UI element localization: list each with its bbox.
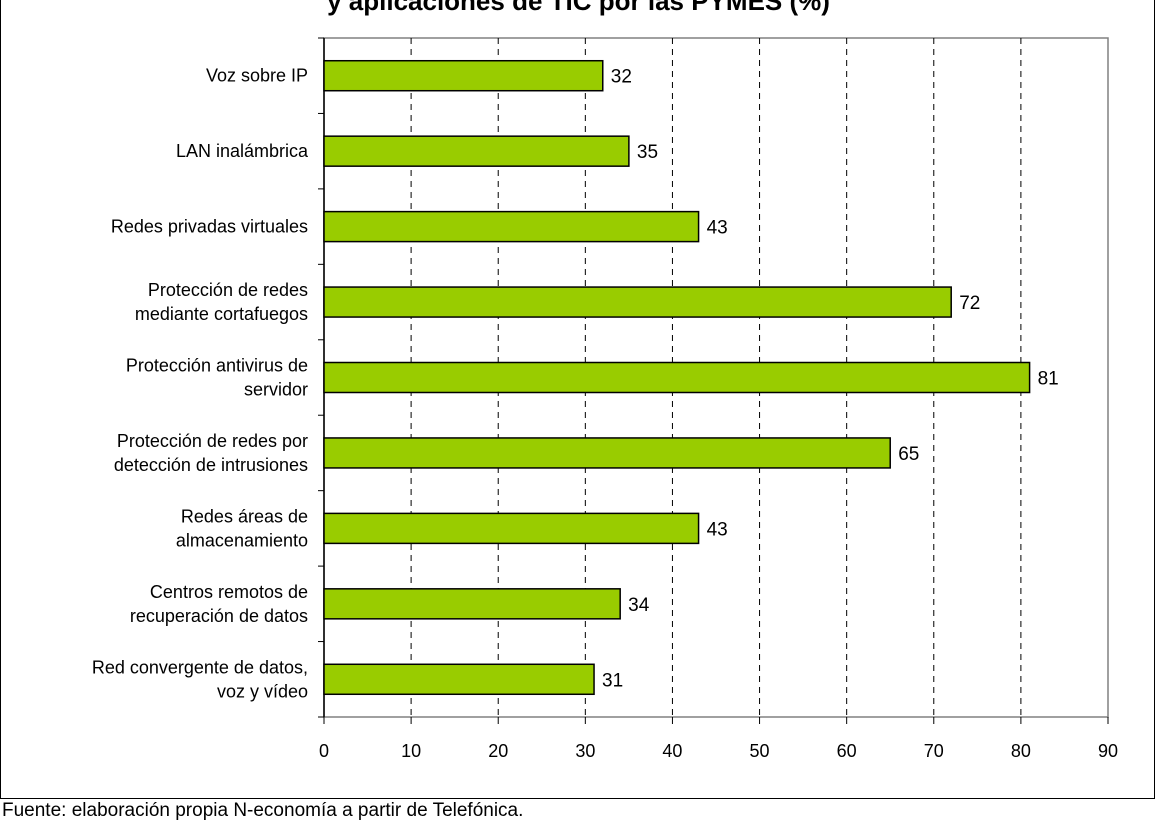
bar bbox=[323, 437, 891, 469]
bar bbox=[323, 135, 630, 167]
x-tick-label: 40 bbox=[662, 741, 682, 761]
category-label: voz y vídeo bbox=[217, 681, 308, 701]
category-label: Protección antivirus de bbox=[126, 356, 308, 376]
category-label: LAN inalámbrica bbox=[176, 141, 309, 161]
category-label: Red convergente de datos, bbox=[92, 657, 308, 677]
category-label: Voz sobre IP bbox=[206, 66, 308, 86]
bar bbox=[323, 512, 700, 545]
category-label: mediante cortafuegos bbox=[135, 304, 308, 324]
source-note: Fuente: elaboración propia N-economía a … bbox=[2, 800, 524, 821]
x-tick-label: 80 bbox=[1011, 741, 1031, 761]
value-label: 43 bbox=[707, 218, 728, 239]
bar bbox=[323, 361, 1031, 394]
bar bbox=[323, 286, 952, 318]
value-label: 34 bbox=[628, 595, 650, 616]
x-tick-label: 60 bbox=[837, 741, 857, 761]
bar bbox=[323, 663, 595, 696]
category-label: Centros remotos de bbox=[150, 582, 308, 602]
bar bbox=[323, 588, 621, 620]
x-tick-label: 10 bbox=[401, 741, 421, 761]
category-label: servidor bbox=[244, 380, 308, 400]
x-tick-label: 30 bbox=[575, 741, 595, 761]
bar-chart: 0 10 20 30 40 50 60 70 80 90 32 Voz sobre IP 35 LAN i… bbox=[92, 37, 1118, 761]
bar bbox=[323, 59, 604, 92]
value-label: 32 bbox=[611, 67, 632, 88]
chart-frame bbox=[0, 0, 1155, 799]
value-label: 35 bbox=[637, 142, 658, 163]
category-label: Redes privadas virtuales bbox=[111, 217, 308, 237]
value-label: 65 bbox=[898, 444, 919, 465]
bar bbox=[323, 210, 700, 243]
category-label: detección de intrusiones bbox=[114, 455, 308, 475]
x-tick-label: 20 bbox=[488, 741, 508, 761]
category-label: recuperación de datos bbox=[130, 606, 308, 626]
value-label: 81 bbox=[1038, 369, 1059, 390]
value-label: 31 bbox=[602, 670, 623, 691]
x-tick-label: 70 bbox=[924, 741, 944, 761]
x-tick-label: 90 bbox=[1098, 741, 1118, 761]
category-label: Redes áreas de bbox=[181, 506, 308, 526]
x-tick-label: 0 bbox=[319, 741, 329, 761]
value-label: 72 bbox=[959, 293, 980, 314]
category-label: almacenamiento bbox=[176, 530, 308, 550]
category-label: Protección de redes bbox=[148, 280, 308, 300]
category-label: Protección de redes por bbox=[117, 431, 308, 451]
x-tick-label: 50 bbox=[750, 741, 770, 761]
value-label: 43 bbox=[707, 519, 728, 540]
chart-title: y aplicaciones de TIC por las PYMES (%) bbox=[327, 0, 830, 16]
